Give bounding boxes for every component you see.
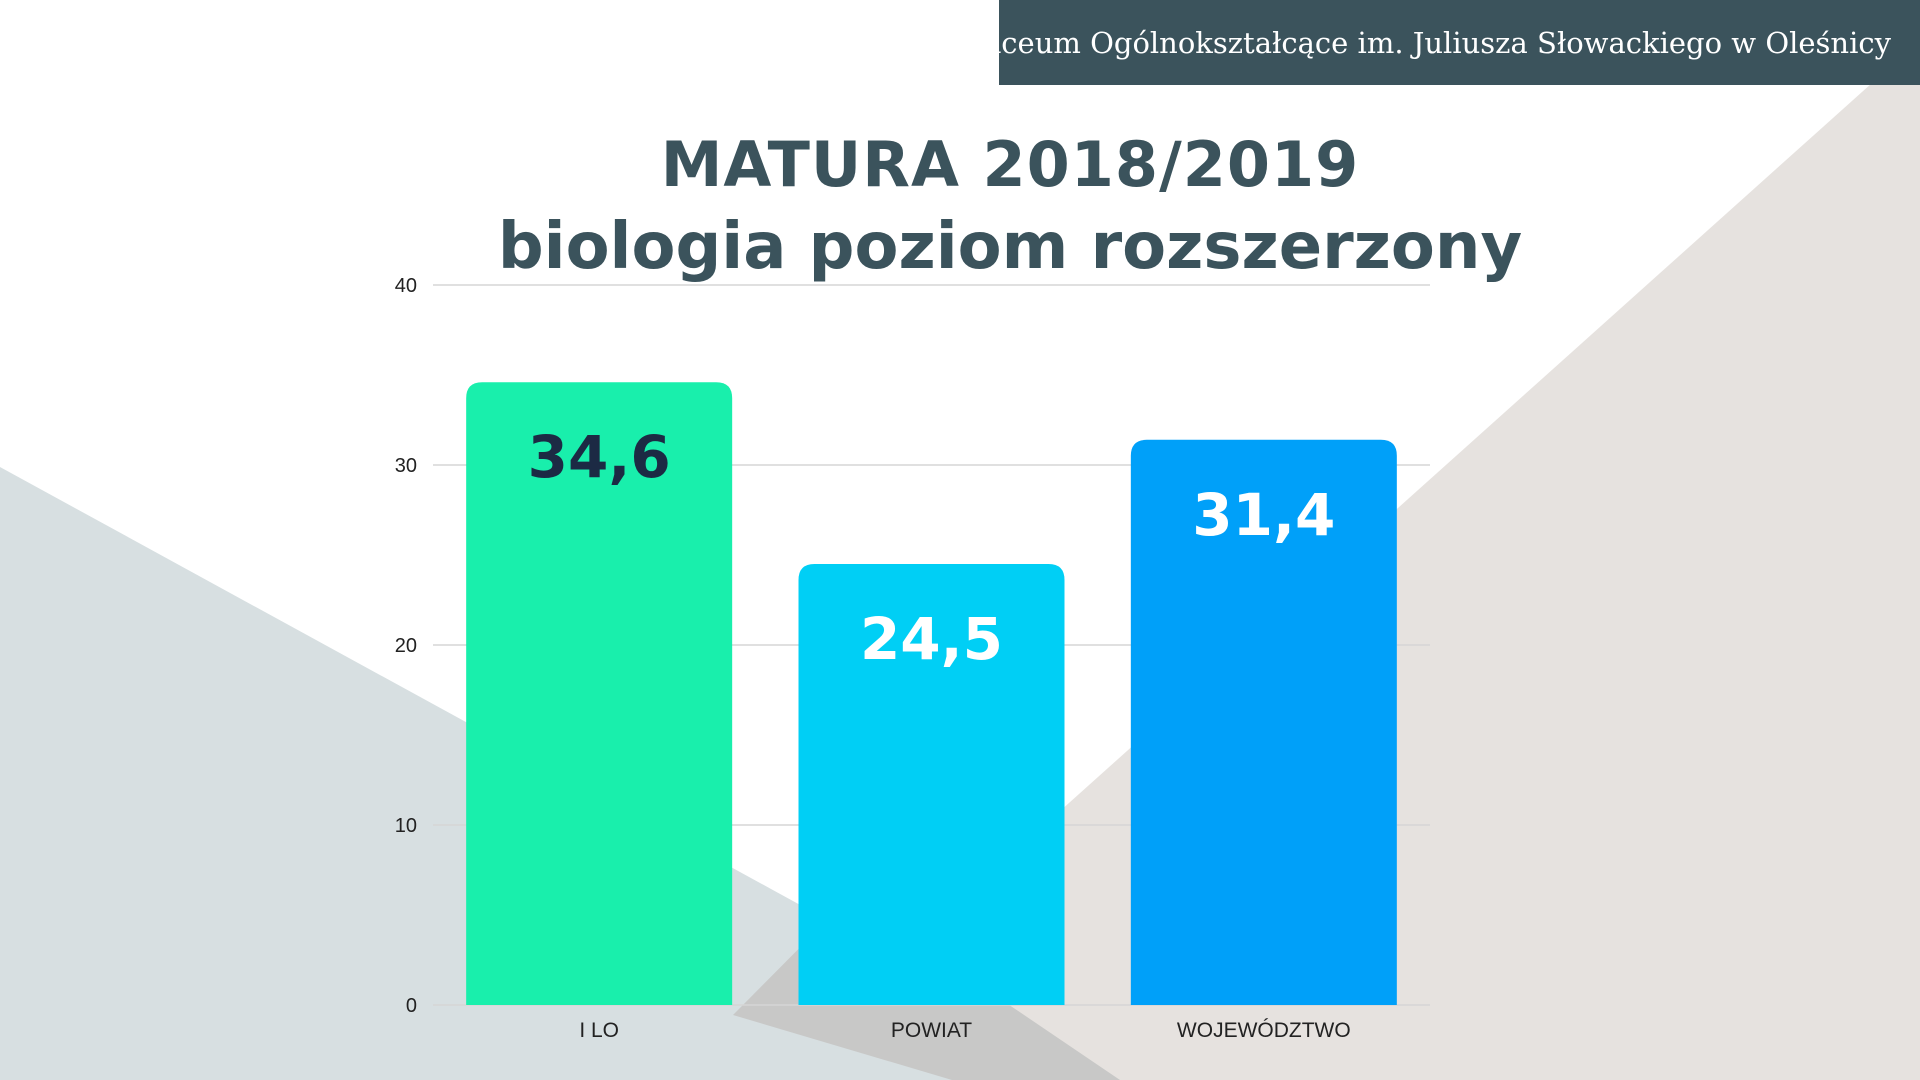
bar-value-label: 24,5: [860, 605, 1003, 673]
y-axis-ticks: 0 10 20 30 40: [395, 275, 417, 1017]
chart-subtitle: biologia poziom rozszerzony: [497, 210, 1523, 284]
y-tick-label: 20: [395, 635, 417, 657]
y-tick-label: 40: [395, 275, 417, 297]
y-tick-label: 30: [395, 455, 417, 477]
chart-title: MATURA 2018/2019: [660, 128, 1360, 201]
x-category-label: I LO: [579, 1019, 619, 1042]
header-banner: I Liceum Ogólnokształcące im. Juliusza S…: [999, 0, 1920, 85]
bar-powiat: [798, 564, 1065, 1005]
bar-value-label: 31,4: [1192, 481, 1335, 549]
bar-value-label: 34,6: [528, 423, 671, 491]
x-axis-labels: I LO POWIAT WOJEWÓDZTWO: [579, 1019, 1350, 1042]
bar-województwo: [1130, 439, 1397, 1005]
x-category-label: POWIAT: [891, 1019, 972, 1042]
school-name: I Liceum Ogólnokształcące im. Juliusza S…: [999, 25, 1891, 60]
y-tick-label: 0: [406, 995, 417, 1017]
bar-i-lo: [466, 382, 733, 1005]
y-tick-label: 10: [395, 815, 417, 837]
bars: 34,6 24,5 31,4: [466, 382, 1397, 1005]
x-category-label: WOJEWÓDZTWO: [1177, 1019, 1351, 1042]
